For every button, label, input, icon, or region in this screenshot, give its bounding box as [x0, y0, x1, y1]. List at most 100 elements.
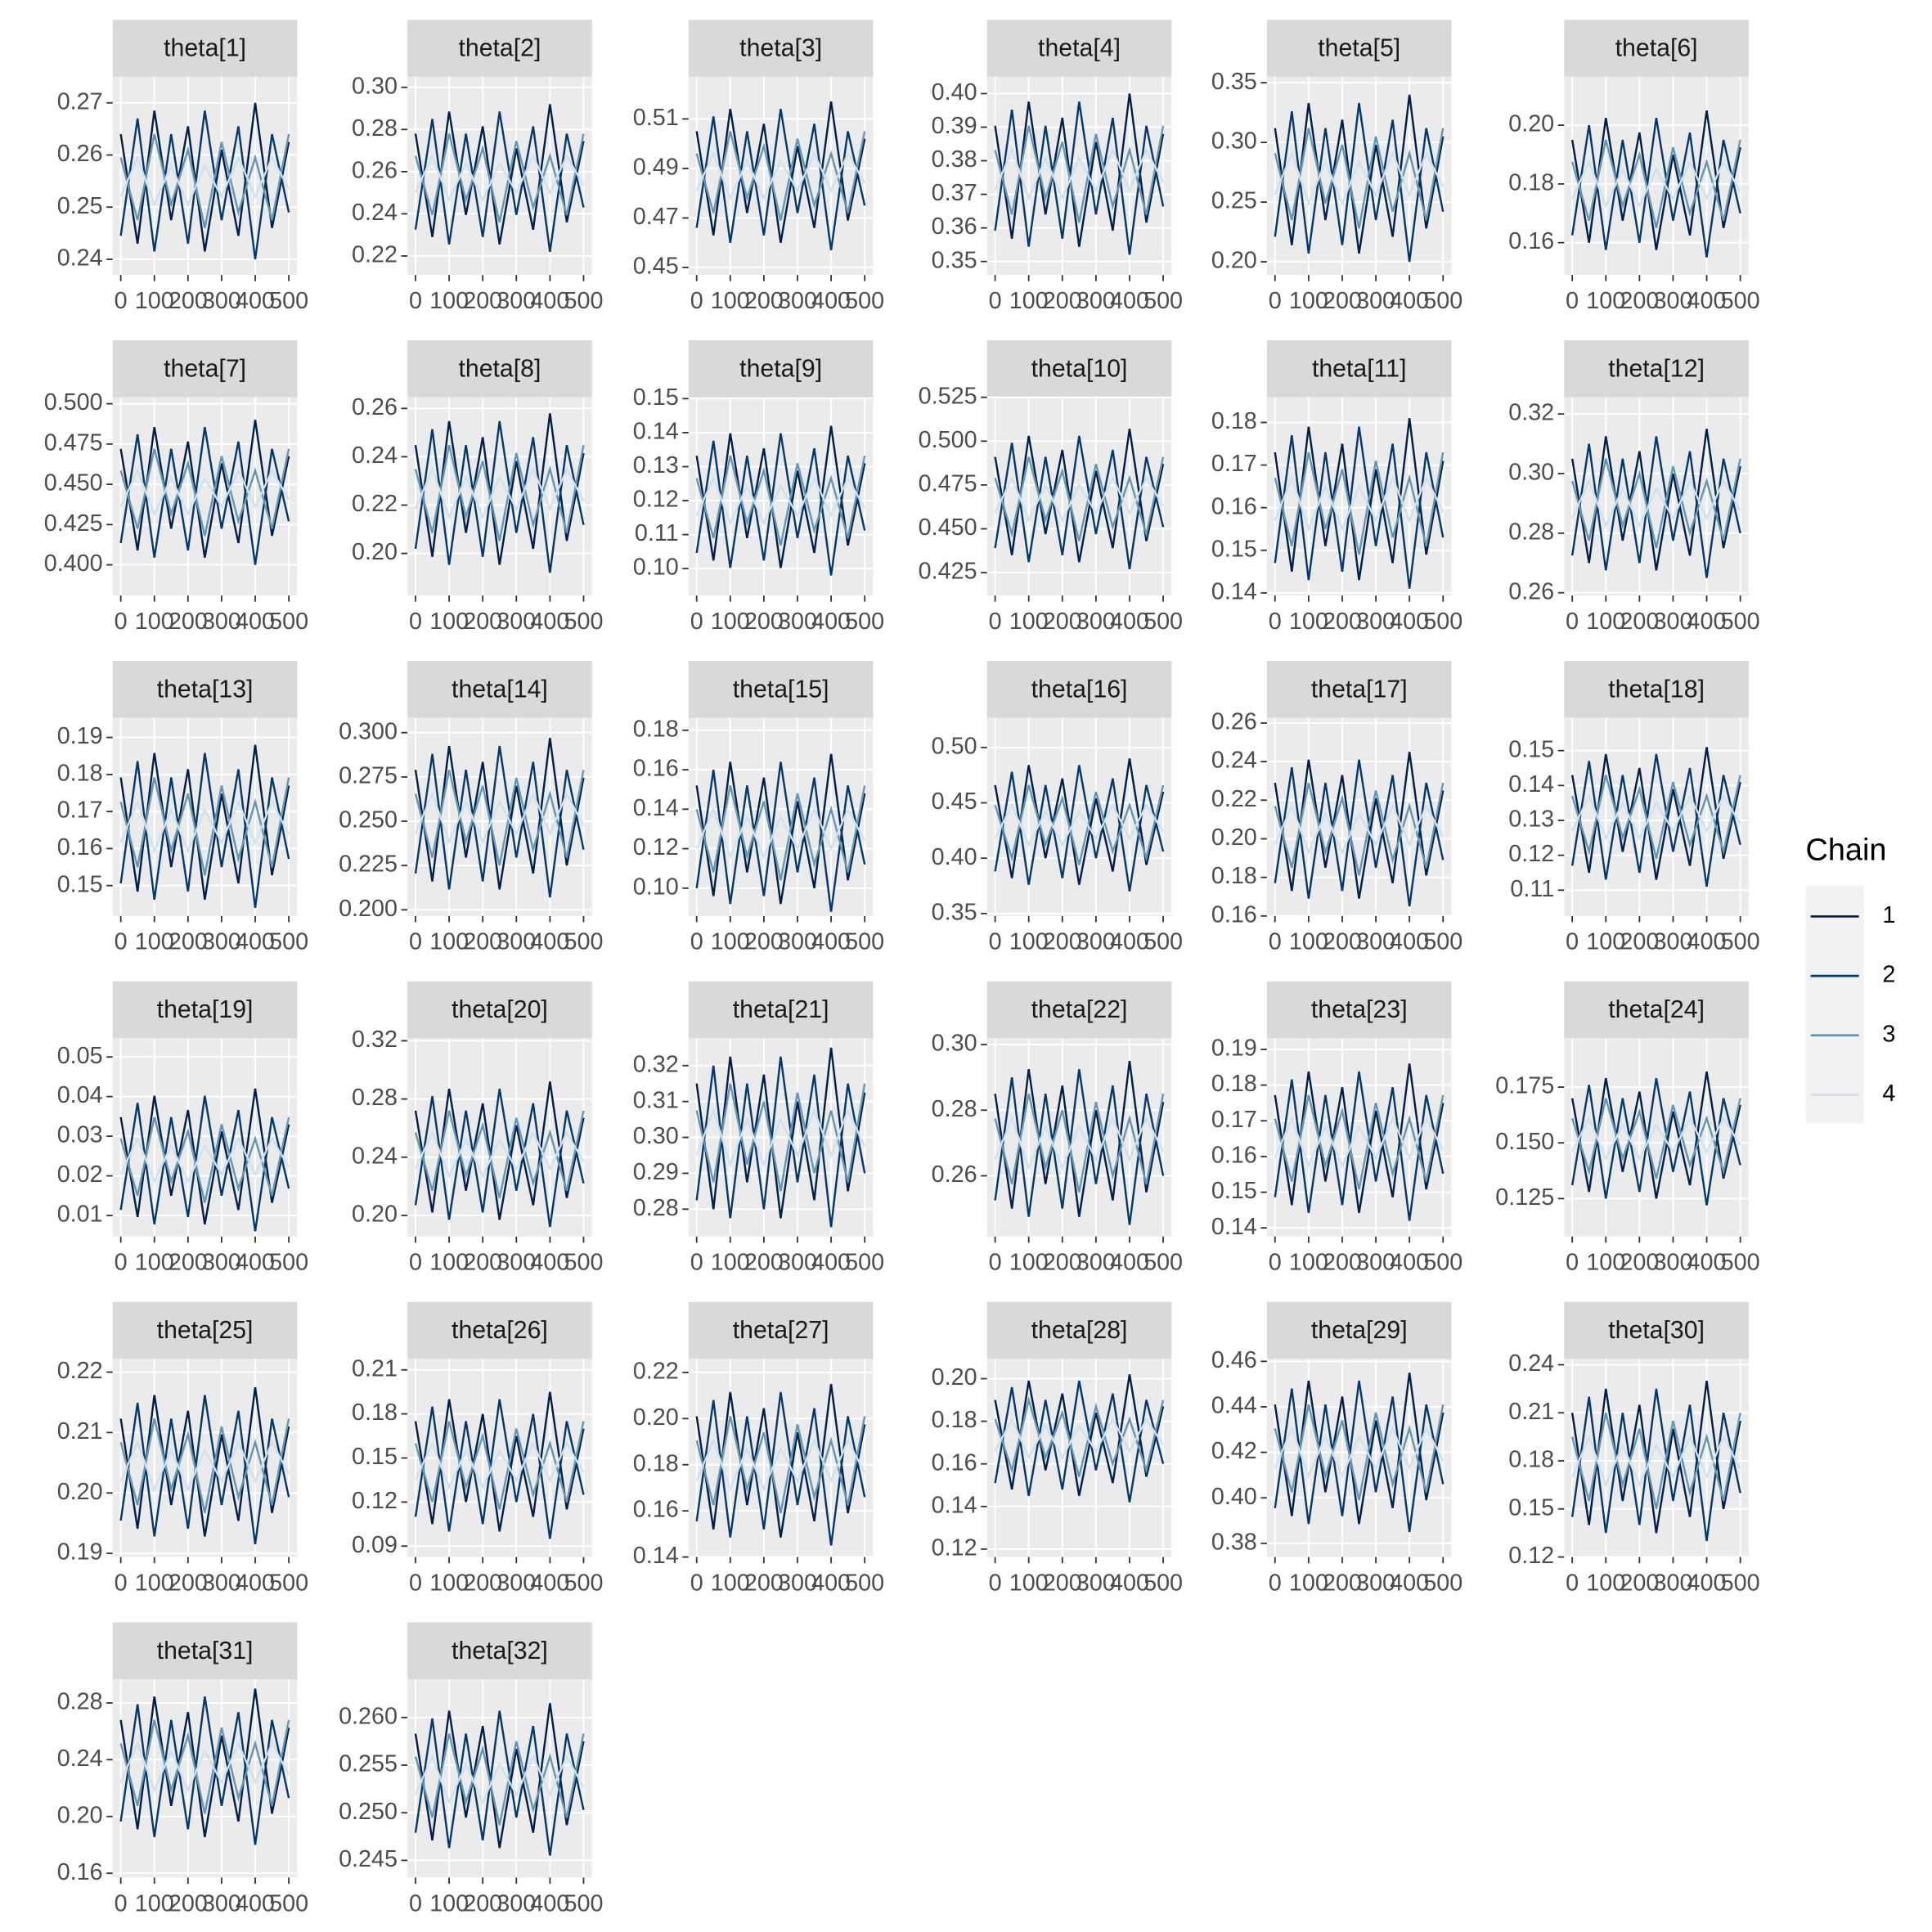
chain-line — [695, 101, 866, 243]
x-tick-label: 200 — [1043, 1250, 1082, 1276]
x-tick-label: 400 — [1390, 929, 1429, 955]
chain-line — [994, 146, 1165, 201]
chain-line — [119, 1135, 290, 1184]
y-tick-label: 0.50 — [932, 733, 977, 759]
strip — [1564, 340, 1749, 398]
x-tick-label: 100 — [1009, 1570, 1049, 1596]
x-tick-label: 400 — [1687, 609, 1727, 635]
strip-title: theta[19] — [157, 996, 254, 1023]
y-tick-label: 0.35 — [932, 247, 977, 273]
strip — [112, 20, 298, 77]
x-tick-label: 200 — [1620, 609, 1659, 635]
chain-line — [1274, 474, 1445, 532]
strip — [688, 20, 874, 77]
y-tick-label: 0.28 — [633, 1195, 679, 1221]
x-tick-label: 300 — [1653, 1570, 1692, 1596]
chain-line — [1571, 793, 1741, 841]
y-tick-label: 0.24 — [57, 1746, 103, 1772]
y-tick-label: 0.25 — [1211, 188, 1257, 214]
chain-line — [994, 435, 1165, 570]
x-tick-label: 400 — [236, 1250, 275, 1276]
x-tick-label: 0 — [690, 288, 703, 314]
y-tick-label: 0.16 — [57, 1859, 103, 1885]
x-tick-label: 300 — [1076, 1570, 1116, 1596]
strip — [112, 340, 298, 398]
x-tick-label: 0 — [989, 1570, 1002, 1596]
chain-line — [695, 151, 866, 201]
x-tick-label: 300 — [496, 929, 536, 955]
chain-line — [1274, 1426, 1445, 1480]
panel — [112, 1679, 298, 1878]
chain-line — [1570, 436, 1741, 578]
chain-line — [1274, 418, 1445, 581]
x-tick-label: 0 — [989, 929, 1002, 955]
y-tick-label: 0.500 — [919, 427, 977, 453]
chain-line — [1570, 429, 1741, 571]
y-tick-label: 0.245 — [339, 1846, 398, 1872]
y-tick-label: 0.425 — [919, 559, 977, 585]
legend-label: 2 — [1882, 962, 1895, 988]
strip — [1564, 660, 1749, 718]
x-tick-label: 200 — [1043, 609, 1082, 635]
strip-title: theta[25] — [157, 1317, 254, 1344]
chain-line — [994, 429, 1165, 563]
chain-line — [119, 1386, 290, 1537]
chain-line — [994, 1374, 1165, 1497]
chain-line — [119, 1719, 290, 1814]
x-tick-label: 500 — [564, 1890, 603, 1916]
y-tick-label: 0.24 — [1508, 1350, 1554, 1377]
y-tick-label: 0.14 — [932, 1492, 977, 1518]
strip — [407, 660, 592, 718]
chain-line — [994, 1068, 1165, 1225]
chain-line — [414, 1391, 585, 1532]
chain-line — [414, 420, 585, 573]
y-tick-label: 0.18 — [1211, 408, 1257, 434]
y-tick-label: 0.14 — [633, 795, 679, 821]
y-tick-label: 0.12 — [633, 487, 679, 513]
chain-line — [1274, 782, 1445, 876]
x-tick-label: 100 — [429, 609, 469, 635]
chain-line — [1570, 1412, 1741, 1510]
y-tick-label: 0.19 — [57, 723, 103, 749]
chain-line — [1274, 1094, 1445, 1190]
x-tick-label: 100 — [711, 1570, 750, 1596]
y-tick-label: 0.17 — [57, 798, 103, 824]
x-tick-label: 400 — [1110, 929, 1149, 955]
chain-line — [1274, 426, 1445, 589]
x-tick-label: 500 — [845, 929, 884, 955]
y-tick-label: 0.30 — [1508, 460, 1554, 486]
strip — [407, 1622, 592, 1680]
chain-line — [695, 1383, 866, 1538]
x-tick-label: 300 — [202, 288, 241, 314]
y-tick-label: 0.35 — [1211, 69, 1257, 95]
x-tick-label: 500 — [1721, 288, 1760, 314]
x-tick-label: 100 — [1289, 288, 1328, 314]
chain-line — [695, 1391, 866, 1546]
chain-line — [695, 1056, 866, 1228]
x-tick-label: 500 — [1721, 609, 1760, 635]
x-tick-label: 200 — [1620, 1570, 1659, 1596]
x-tick-label: 200 — [463, 929, 502, 955]
x-tick-label: 400 — [811, 1570, 851, 1596]
strip — [1564, 981, 1749, 1039]
y-tick-label: 0.11 — [635, 520, 679, 546]
x-tick-label: 0 — [690, 609, 703, 635]
y-tick-label: 0.25 — [57, 193, 103, 219]
strip — [407, 981, 592, 1039]
x-tick-label: 0 — [409, 1890, 422, 1916]
strip — [986, 1301, 1172, 1359]
strip — [986, 660, 1172, 718]
y-tick-label: 0.13 — [633, 452, 679, 479]
chain-line — [119, 110, 290, 260]
x-tick-label: 0 — [989, 1250, 1002, 1276]
chain-line — [695, 762, 866, 912]
x-tick-label: 300 — [1356, 609, 1395, 635]
panel — [407, 76, 592, 276]
chain-line — [119, 468, 290, 517]
x-tick-label: 500 — [1423, 609, 1462, 635]
x-tick-label: 100 — [1009, 1250, 1049, 1276]
chain-line — [414, 1703, 585, 1849]
x-tick-label: 200 — [744, 1250, 784, 1276]
chain-line — [1274, 128, 1445, 229]
y-tick-label: 0.21 — [1508, 1399, 1554, 1425]
